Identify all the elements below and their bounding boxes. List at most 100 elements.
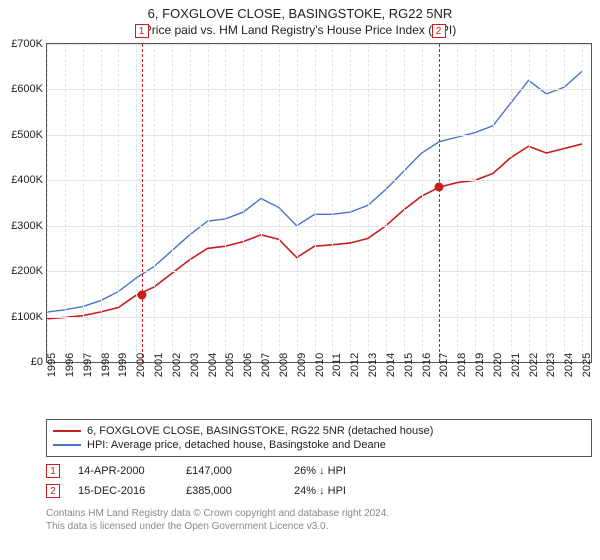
gridline-v xyxy=(529,44,530,362)
x-axis-label: 2016 xyxy=(421,353,433,377)
gridline-v xyxy=(350,44,351,362)
transaction-marker: 1 xyxy=(46,464,60,478)
marker-vline xyxy=(142,44,143,362)
gridline-v xyxy=(225,44,226,362)
x-axis-label: 2025 xyxy=(581,353,593,377)
credit-line-2: This data is licensed under the Open Gov… xyxy=(46,520,592,533)
line-svg xyxy=(47,44,591,362)
gridline-h xyxy=(47,89,591,90)
credit-line-1: Contains HM Land Registry data © Crown c… xyxy=(46,507,592,520)
gridline-v xyxy=(368,44,369,362)
marker-point xyxy=(137,291,146,300)
y-axis-label: £400K xyxy=(11,174,43,186)
chart-subtitle: Price paid vs. HM Land Registry's House … xyxy=(0,21,600,43)
gridline-v xyxy=(404,44,405,362)
transaction-date: 14-APR-2000 xyxy=(78,465,168,477)
gridline-v xyxy=(154,44,155,362)
x-axis-label: 1998 xyxy=(100,353,112,377)
gridline-v xyxy=(243,44,244,362)
gridline-v xyxy=(118,44,119,362)
gridline-v xyxy=(386,44,387,362)
x-axis-label: 2024 xyxy=(563,353,575,377)
x-axis-label: 2020 xyxy=(492,353,504,377)
x-axis-label: 2018 xyxy=(456,353,468,377)
gridline-v xyxy=(172,44,173,362)
gridline-v xyxy=(457,44,458,362)
gridline-v xyxy=(101,44,102,362)
gridline-v xyxy=(332,44,333,362)
gridline-v xyxy=(315,44,316,362)
gridline-v xyxy=(208,44,209,362)
y-axis-label: £200K xyxy=(11,265,43,277)
transaction-delta: 24% ↓ HPI xyxy=(294,485,384,497)
gridline-v xyxy=(511,44,512,362)
transaction-marker: 2 xyxy=(46,484,60,498)
legend-swatch xyxy=(53,444,81,446)
gridline-v xyxy=(136,44,137,362)
x-axis-label: 2011 xyxy=(331,353,343,377)
x-axis-label: 2021 xyxy=(510,353,522,377)
marker-point xyxy=(434,183,443,192)
gridline-v xyxy=(279,44,280,362)
x-axis-label: 2015 xyxy=(403,353,415,377)
gridline-h xyxy=(47,180,591,181)
transaction-date: 15-DEC-2016 xyxy=(78,485,168,497)
gridline-v xyxy=(475,44,476,362)
legend-row: 6, FOXGLOVE CLOSE, BASINGSTOKE, RG22 5NR… xyxy=(53,424,585,438)
gridline-v xyxy=(297,44,298,362)
x-axis-label: 1999 xyxy=(117,353,129,377)
transaction-delta: 26% ↓ HPI xyxy=(294,465,384,477)
gridline-v xyxy=(439,44,440,362)
y-axis-label: £0 xyxy=(31,356,43,368)
gridline-v xyxy=(261,44,262,362)
gridline-v xyxy=(190,44,191,362)
gridline-h xyxy=(47,317,591,318)
gridline-v xyxy=(564,44,565,362)
gridline-v xyxy=(422,44,423,362)
y-axis-label: £600K xyxy=(11,83,43,95)
x-axis-label: 2017 xyxy=(438,353,450,377)
x-axis-label: 2008 xyxy=(278,353,290,377)
gridline-v xyxy=(546,44,547,362)
x-axis-label: 2005 xyxy=(224,353,236,377)
x-axis-label: 2012 xyxy=(349,353,361,377)
x-axis-label: 1996 xyxy=(64,353,76,377)
legend-swatch xyxy=(53,430,81,432)
transaction-price: £147,000 xyxy=(186,465,276,477)
legend: 6, FOXGLOVE CLOSE, BASINGSTOKE, RG22 5NR… xyxy=(46,419,592,457)
x-axis-label: 2023 xyxy=(545,353,557,377)
x-axis-label: 2013 xyxy=(367,353,379,377)
gridline-v xyxy=(582,44,583,362)
gridline-h xyxy=(47,226,591,227)
x-axis-label: 2007 xyxy=(260,353,272,377)
legend-label: 6, FOXGLOVE CLOSE, BASINGSTOKE, RG22 5NR… xyxy=(87,425,433,437)
plot: £0£100K£200K£300K£400K£500K£600K£700K12 xyxy=(46,43,592,363)
y-axis-label: £300K xyxy=(11,220,43,232)
marker-box: 1 xyxy=(135,24,149,38)
y-axis-label: £700K xyxy=(11,38,43,50)
legend-label: HPI: Average price, detached house, Basi… xyxy=(87,439,386,451)
y-axis-label: £100K xyxy=(11,311,43,323)
gridline-v xyxy=(493,44,494,362)
marker-box: 2 xyxy=(432,24,446,38)
gridline-v xyxy=(65,44,66,362)
x-axis-label: 2002 xyxy=(171,353,183,377)
x-axis-label: 2006 xyxy=(242,353,254,377)
transactions-table: 1 14-APR-2000 £147,000 26% ↓ HPI 2 15-DEC-201… xyxy=(46,461,592,501)
legend-row: HPI: Average price, detached house, Basi… xyxy=(53,438,585,452)
chart-container: 6, FOXGLOVE CLOSE, BASINGSTOKE, RG22 5NR… xyxy=(0,0,600,560)
x-axis-label: 2009 xyxy=(296,353,308,377)
plot-area: £0£100K£200K£300K£400K£500K£600K£700K12 … xyxy=(46,43,592,413)
x-axis-label: 1997 xyxy=(82,353,94,377)
gridline-v xyxy=(47,44,48,362)
x-axis-label: 2004 xyxy=(207,353,219,377)
x-axis-label: 2003 xyxy=(189,353,201,377)
x-axis-label: 2010 xyxy=(314,353,326,377)
transaction-row: 215-DEC-2016£385,00024% ↓ HPI xyxy=(46,481,592,501)
transaction-row: 1 14-APR-2000 £147,000 26% ↓ HPI xyxy=(46,461,592,481)
x-axis-label: 2022 xyxy=(528,353,540,377)
gridline-v xyxy=(83,44,84,362)
gridline-h xyxy=(47,135,591,136)
gridline-h xyxy=(47,271,591,272)
marker-vline xyxy=(439,44,440,362)
